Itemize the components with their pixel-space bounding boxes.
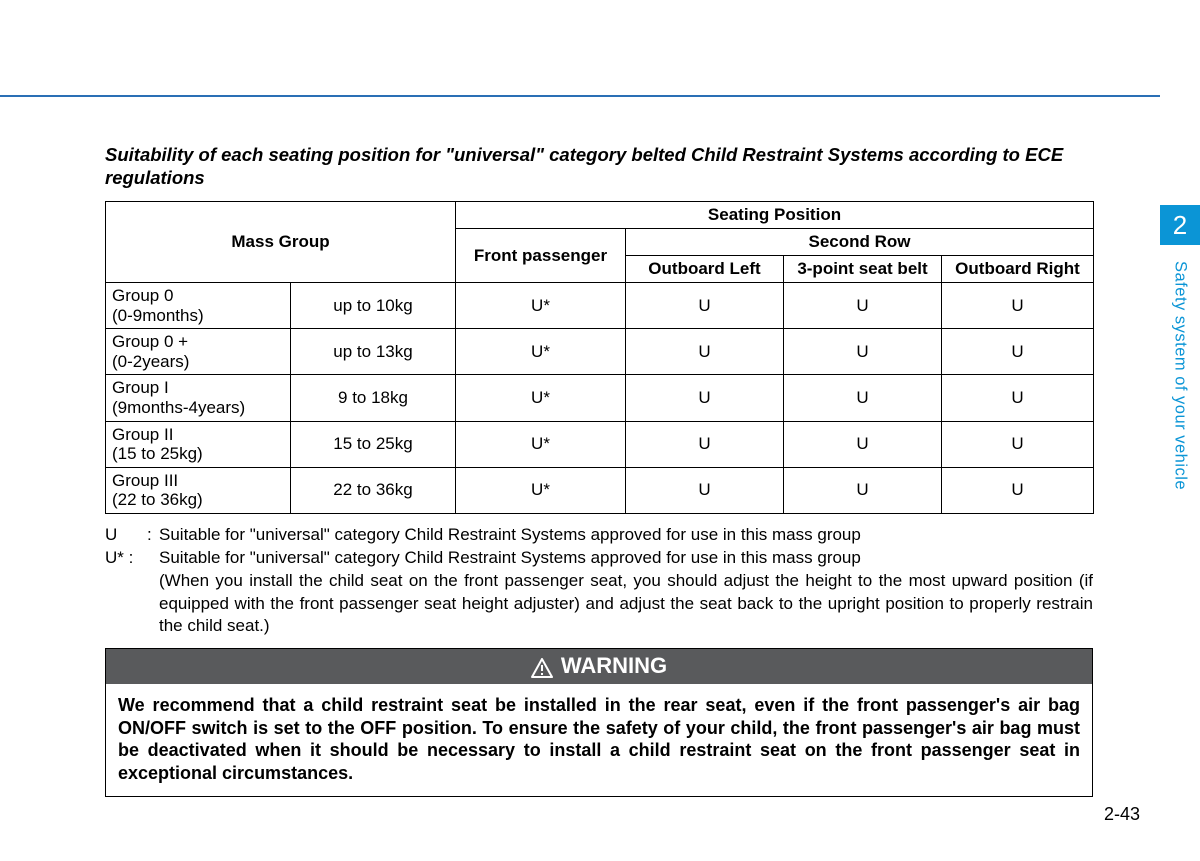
- group-line1: Group 0: [112, 286, 173, 305]
- legend-u-key: U: [105, 524, 147, 547]
- table-row: Group III (22 to 36kg) 22 to 36kg U* U U…: [106, 467, 1094, 513]
- cell-ol: U: [626, 329, 784, 375]
- warning-label: WARNING: [561, 653, 667, 679]
- cell-ol: U: [626, 421, 784, 467]
- cell-fp: U*: [456, 375, 626, 421]
- cell-fp: U*: [456, 283, 626, 329]
- cell-fp: U*: [456, 421, 626, 467]
- cell-3p: U: [784, 375, 942, 421]
- cell-weight: up to 13kg: [291, 329, 456, 375]
- cell-ol: U: [626, 467, 784, 513]
- cell-or: U: [942, 467, 1094, 513]
- cell-or: U: [942, 421, 1094, 467]
- legend-ustar-sub: (When you install the child seat on the …: [159, 570, 1093, 639]
- legend-ustar-text: Suitable for "universal" category Child …: [159, 547, 1093, 570]
- th-front-passenger: Front passenger: [456, 229, 626, 283]
- warning-box: WARNING We recommend that a child restra…: [105, 648, 1093, 797]
- group-line2: (22 to 36kg): [112, 490, 203, 509]
- th-mass-group: Mass Group: [106, 202, 456, 283]
- cell-3p: U: [784, 467, 942, 513]
- cell-ol: U: [626, 375, 784, 421]
- cell-group: Group 0 (0-9months): [106, 283, 291, 329]
- cell-group: Group 0 + (0-2years): [106, 329, 291, 375]
- table-row: Group 0 + (0-2years) up to 13kg U* U U U: [106, 329, 1094, 375]
- table-header-row-1: Mass Group Seating Position: [106, 202, 1094, 229]
- cell-3p: U: [784, 421, 942, 467]
- legend-ustar-key: U* :: [105, 547, 159, 570]
- th-outboard-left: Outboard Left: [626, 256, 784, 283]
- group-line2: (15 to 25kg): [112, 444, 203, 463]
- cell-weight: up to 10kg: [291, 283, 456, 329]
- crs-table: Mass Group Seating Position Front passen…: [105, 201, 1094, 513]
- cell-3p: U: [784, 329, 942, 375]
- cell-group: Group II (15 to 25kg): [106, 421, 291, 467]
- warning-body: We recommend that a child restraint seat…: [106, 684, 1092, 796]
- cell-weight: 15 to 25kg: [291, 421, 456, 467]
- warning-header: WARNING: [106, 649, 1092, 684]
- group-line2: (9months-4years): [112, 398, 245, 417]
- legend-u: U : Suitable for "universal" category Ch…: [105, 524, 1093, 547]
- cell-fp: U*: [456, 467, 626, 513]
- cell-weight: 9 to 18kg: [291, 375, 456, 421]
- top-rule: [0, 95, 1160, 97]
- group-line1: Group III: [112, 471, 178, 490]
- cell-or: U: [942, 283, 1094, 329]
- legend-u-text: Suitable for "universal" category Child …: [159, 524, 1093, 547]
- th-outboard-right: Outboard Right: [942, 256, 1094, 283]
- legend-ustar: U* : Suitable for "universal" category C…: [105, 547, 1093, 570]
- cell-weight: 22 to 36kg: [291, 467, 456, 513]
- th-3point: 3-point seat belt: [784, 256, 942, 283]
- section-title: Suitability of each seating position for…: [105, 143, 1093, 189]
- group-line2: (0-2years): [112, 352, 189, 371]
- table-body: Group 0 (0-9months) up to 10kg U* U U U …: [106, 283, 1094, 513]
- group-line1: Group I: [112, 378, 169, 397]
- group-line1: Group 0 +: [112, 332, 188, 351]
- content-area: Suitability of each seating position for…: [105, 143, 1093, 797]
- cell-or: U: [942, 329, 1094, 375]
- cell-group: Group III (22 to 36kg): [106, 467, 291, 513]
- page: Suitability of each seating position for…: [0, 0, 1200, 861]
- chapter-tab: 2: [1160, 205, 1200, 245]
- cell-3p: U: [784, 283, 942, 329]
- legend: U : Suitable for "universal" category Ch…: [105, 524, 1093, 639]
- cell-group: Group I (9months-4years): [106, 375, 291, 421]
- group-line1: Group II: [112, 425, 173, 444]
- warning-triangle-icon: [531, 653, 553, 679]
- table-row: Group II (15 to 25kg) 15 to 25kg U* U U …: [106, 421, 1094, 467]
- table-row: Group 0 (0-9months) up to 10kg U* U U U: [106, 283, 1094, 329]
- cell-fp: U*: [456, 329, 626, 375]
- th-seating-position: Seating Position: [456, 202, 1094, 229]
- legend-colon: :: [147, 524, 159, 547]
- th-second-row: Second Row: [626, 229, 1094, 256]
- group-line2: (0-9months): [112, 306, 204, 325]
- page-number: 2-43: [1104, 804, 1140, 825]
- cell-or: U: [942, 375, 1094, 421]
- cell-ol: U: [626, 283, 784, 329]
- chapter-label: Safety system of your vehicle: [1160, 255, 1200, 505]
- table-row: Group I (9months-4years) 9 to 18kg U* U …: [106, 375, 1094, 421]
